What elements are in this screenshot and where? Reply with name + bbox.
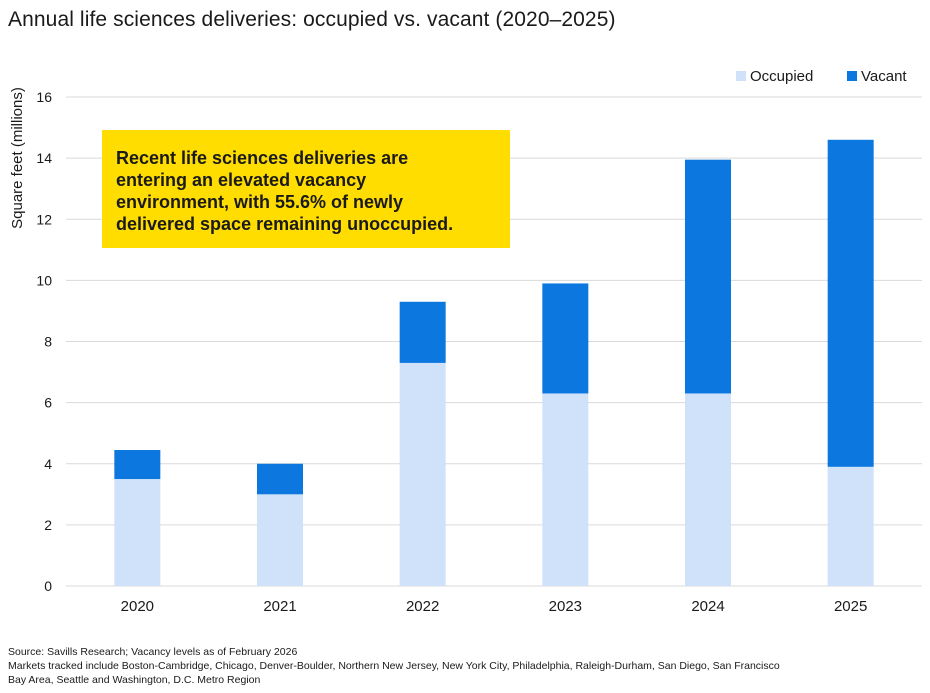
x-tick-label-2021: 2021 — [263, 598, 296, 615]
bar-occupied-2024 — [685, 393, 731, 586]
chart-title: Annual life sciences deliveries: occupie… — [8, 8, 616, 31]
x-axis-ticks: 2020 2021 2022 2023 2024 2025 — [121, 598, 868, 615]
legend-label-occupied: Occupied — [750, 68, 813, 85]
callout-line-1: Recent life sciences deliveries are — [116, 148, 408, 168]
bar-occupied-2023 — [542, 393, 589, 586]
legend-swatch-vacant — [847, 71, 857, 81]
bar-vacant-2020 — [114, 449, 161, 480]
y-tick-label: 10 — [36, 272, 52, 288]
y-tick-label: 8 — [44, 334, 52, 350]
bar-occupied-2021 — [257, 494, 303, 586]
bar-vacant-2021 — [257, 463, 303, 495]
y-tick-label: 4 — [44, 456, 52, 472]
bar-vacant-2023 — [542, 283, 589, 394]
callout-background — [102, 130, 510, 248]
stacked-bar-chart: 0 2 4 6 8 10 12 14 16 Square feet (millions) 202… — [9, 68, 922, 615]
legend: Occupied Vacant — [736, 68, 907, 85]
legend-swatch-occupied — [736, 71, 746, 81]
gridlines — [66, 96, 922, 587]
y-tick-label: 2 — [44, 517, 52, 533]
x-tick-label-2024: 2024 — [691, 598, 724, 615]
callout-line-2: entering an elevated vacancy — [116, 170, 366, 190]
y-tick-label: 6 — [44, 395, 52, 411]
callout-line-3: environment, with 55.6% of newly — [116, 192, 403, 212]
bar-occupied-2020 — [114, 479, 161, 586]
bar-vacant-2024 — [685, 159, 731, 394]
y-axis-label: Square feet (millions) — [9, 87, 26, 229]
markets-note-line-1: Markets tracked include Boston-Cambridge… — [8, 660, 780, 672]
bar-series — [114, 139, 874, 586]
x-tick-label-2022: 2022 — [406, 598, 439, 615]
y-tick-label: 14 — [36, 150, 52, 166]
bar-vacant-2025 — [827, 139, 874, 467]
x-tick-label-2020: 2020 — [121, 598, 154, 615]
bar-occupied-2022 — [399, 362, 446, 586]
callout-line-4: delivered space remaining unoccupied. — [116, 214, 453, 234]
x-tick-label-2023: 2023 — [549, 598, 582, 615]
y-tick-label: 0 — [44, 578, 52, 594]
y-tick-label: 16 — [36, 89, 52, 105]
bar-occupied-2025 — [827, 466, 874, 586]
source-note: Source: Savills Research; Vacancy levels… — [8, 646, 298, 658]
y-axis-ticks: 0 2 4 6 8 10 12 14 16 — [36, 89, 52, 594]
x-tick-label-2025: 2025 — [834, 598, 867, 615]
y-tick-label: 12 — [36, 211, 52, 227]
legend-label-vacant: Vacant — [861, 68, 907, 85]
callout-box: Recent life sciences deliveries areenter… — [102, 130, 510, 248]
markets-note-line-2: Bay Area, Seattle and Washington, D.C. M… — [8, 674, 261, 686]
bar-vacant-2022 — [399, 301, 446, 363]
footer-notes: Source: Savills Research; Vacancy levels… — [8, 645, 908, 687]
